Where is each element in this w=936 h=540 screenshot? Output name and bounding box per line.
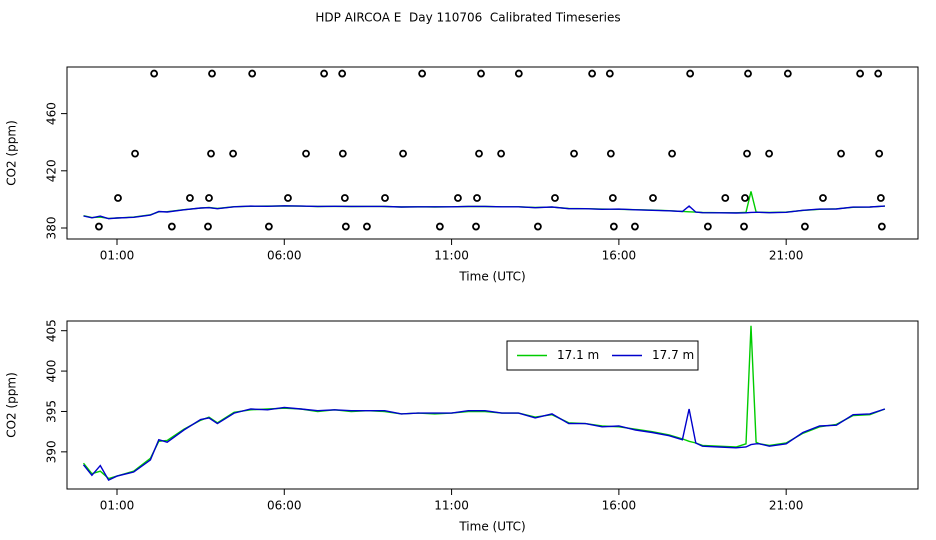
calibration-point <box>588 69 597 78</box>
calibration-point <box>743 149 751 158</box>
calibration-point <box>875 149 884 158</box>
calibration-point <box>686 69 695 78</box>
calibration-point <box>473 194 481 202</box>
calibration-point <box>264 222 273 231</box>
calibration-point <box>204 222 212 231</box>
legend: 17.1 m 17.7 m <box>506 340 699 371</box>
y-tick-label: 400 <box>45 360 59 383</box>
calibration-point <box>363 222 371 231</box>
data-line <box>82 325 886 480</box>
calibration-point <box>248 69 257 78</box>
calibration-point <box>631 222 639 231</box>
x-tick-label: 11:00 <box>434 249 469 263</box>
data-line <box>83 205 885 220</box>
calibration-point <box>399 149 407 158</box>
x-tick-label: 16:00 <box>602 249 637 263</box>
calibration-point <box>338 69 347 78</box>
calibration-point <box>649 194 657 202</box>
x-tick-label: 11:00 <box>434 499 469 513</box>
calibration-point <box>341 222 350 231</box>
calibration-point <box>534 222 542 231</box>
y-tick-label: 380 <box>45 217 59 240</box>
calibration-point <box>741 194 749 202</box>
y-axis-label: CO2 (ppm) <box>5 120 19 186</box>
calibration-point <box>454 194 462 202</box>
calibration-point <box>302 149 310 158</box>
calibration-point <box>475 149 483 158</box>
calibration-point <box>874 69 883 78</box>
calibration-point <box>801 222 809 231</box>
calibration-point <box>570 149 578 158</box>
y-tick-label: 395 <box>45 400 59 423</box>
calibration-point <box>205 194 213 202</box>
calibration-point <box>208 69 216 78</box>
calibration-point <box>320 69 329 78</box>
calibration-point <box>721 194 730 202</box>
calibration-point <box>783 69 792 78</box>
calibration-point <box>381 194 389 202</box>
calibration-point <box>477 69 485 78</box>
calibration-point <box>744 69 752 78</box>
x-axis-label: Time (UTC) <box>458 270 525 284</box>
calibration-point <box>668 149 676 158</box>
calibration-point <box>606 149 615 158</box>
x-tick-label: 06:00 <box>267 249 302 263</box>
x-tick-label: 01:00 <box>100 249 135 263</box>
calibration-point <box>497 149 505 158</box>
calibration-point <box>514 69 523 78</box>
calibration-point <box>186 194 194 202</box>
calibration-point <box>703 222 712 231</box>
calibration-point <box>765 149 774 158</box>
calibration-point <box>167 222 176 231</box>
legend-label: 17.7 m <box>652 348 694 362</box>
calibration-point <box>95 222 103 231</box>
calibration-point <box>819 194 827 202</box>
calibration-point <box>877 222 886 231</box>
calibration-point <box>284 194 292 202</box>
plot-frame <box>66 320 919 490</box>
calibration-point <box>740 222 748 231</box>
calibration-point <box>229 149 237 158</box>
y-tick-label: 460 <box>45 102 59 125</box>
calibration-point <box>435 222 444 231</box>
y-tick-label: 420 <box>45 159 59 182</box>
calibration-point <box>340 194 349 202</box>
x-tick-label: 06:00 <box>267 499 302 513</box>
legend-label: 17.1 m <box>557 348 599 362</box>
data-line <box>83 191 885 220</box>
x-tick-label: 21:00 <box>769 249 804 263</box>
calibration-point <box>150 69 159 78</box>
x-tick-label: 16:00 <box>602 499 637 513</box>
x-tick-label: 01:00 <box>100 499 135 513</box>
x-axis-label: Time (UTC) <box>458 520 525 534</box>
calibration-point <box>207 149 215 158</box>
calibration-point <box>131 149 139 158</box>
y-tick-label: 405 <box>45 319 59 342</box>
calibration-point <box>876 194 885 202</box>
plot-frame <box>66 66 919 240</box>
x-tick-label: 21:00 <box>769 499 804 513</box>
data-line <box>82 406 886 482</box>
calibration-point <box>837 149 845 158</box>
calibration-point <box>472 222 480 231</box>
calibration-point <box>608 194 617 202</box>
calibration-point <box>605 69 614 78</box>
chart-title: HDP AIRCOA E Day 110706 Calibrated Times… <box>315 11 620 25</box>
calibration-point <box>114 194 122 202</box>
calibration-point <box>856 69 865 78</box>
calibration-point <box>609 222 618 231</box>
calibration-point <box>338 149 347 158</box>
calibration-point <box>418 69 427 78</box>
y-axis-label: CO2 (ppm) <box>5 372 19 438</box>
calibration-point <box>551 194 559 202</box>
y-tick-label: 390 <box>45 440 59 463</box>
